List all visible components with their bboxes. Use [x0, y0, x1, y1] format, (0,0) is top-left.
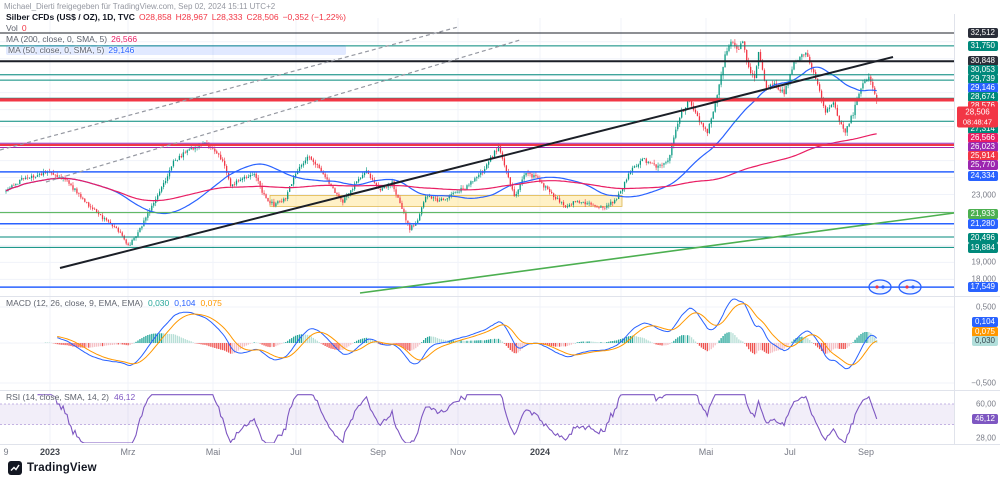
volume-label: Vol [6, 23, 18, 33]
macd-legend-row[interactable]: MACD (12, 26, close, 9, EMA, EMA) 0,030 … [6, 298, 222, 308]
price-label: 24,334 [967, 171, 998, 181]
symbol-legend-row[interactable]: Silber CFDs (US$ / OZ), 1D, TVC O28,858 … [6, 12, 346, 22]
trendline[interactable] [359, 212, 955, 294]
rsi-label: RSI (14, close, SMA, 14, 2) [6, 392, 109, 402]
price-label: 28,576 [967, 101, 998, 111]
macd-line-value: 0,104 [174, 298, 196, 308]
time-axis-label: Mrz [613, 447, 629, 457]
share-caption: Michael_Dierti freigegeben für TradingVi… [4, 2, 276, 11]
rsi-value-badge: 46,12 [971, 414, 998, 424]
candlestick-series[interactable] [5, 39, 878, 246]
ellipse-annotation[interactable] [868, 279, 892, 295]
rsi-tick-label: 28,00 [975, 433, 996, 443]
symbol-title: Silber CFDs (US$ / OZ), 1D, TVC [6, 12, 135, 22]
macd-value-badge: 0,104 [971, 317, 998, 327]
rsi-line [37, 394, 878, 443]
price-label: 21,933 [967, 209, 998, 219]
rsi-tick-label: 60,00 [975, 399, 996, 409]
price-label: 29,739 [967, 74, 998, 84]
time-axis-label: 9 [3, 447, 9, 457]
ma200-line[interactable] [5, 133, 877, 202]
macd-pane[interactable] [0, 298, 954, 384]
price-label: 30,848 [967, 56, 998, 66]
price-label: 26,023 [967, 142, 998, 152]
price-tick-label: 18,000 [971, 274, 996, 284]
price-label: 26,566 [967, 133, 998, 143]
trendline[interactable] [45, 39, 521, 183]
macd-signal-line [57, 303, 877, 366]
price-label: 19,884 [967, 243, 998, 253]
ellipse-annotation[interactable] [898, 279, 922, 295]
time-axis-label: Jul [290, 447, 302, 457]
bar-countdown: 08:48:47 [962, 117, 993, 127]
ohlc-close: C28,506 [246, 12, 279, 22]
price-label: 27,314 [967, 124, 998, 134]
time-axis-label: 2023 [39, 447, 61, 457]
time-axis[interactable]: 9 2023 Mrz Mai Jul Sep Nov 2024 Mrz Mai Jul Sep [0, 444, 955, 460]
macd-signal-value: 0,075 [200, 298, 222, 308]
rsi-value: 46,12 [113, 392, 136, 402]
chart-legend: Silber CFDs (US$ / OZ), 1D, TVC O28,858 … [6, 12, 346, 56]
price-label: 20,496 [967, 233, 998, 243]
macd-value-badge: 0,030 [971, 336, 998, 346]
trendline[interactable] [0, 26, 459, 151]
time-axis-label: Mrz [120, 447, 136, 457]
price-label: 30,053 [967, 65, 998, 75]
volume-value: 0 [21, 23, 27, 33]
price-scale[interactable]: 32,512 31,750 30,848 30,053 29,739 29,146 28,6… [955, 0, 1000, 460]
macd-value-badge: 0,075 [971, 327, 998, 337]
price-tick-label: 19,000 [971, 257, 996, 267]
macd-tick-label: 0,500 [975, 302, 996, 312]
time-axis-label: Sep [857, 447, 875, 457]
rsi-band [0, 404, 954, 425]
price-label: 25,914 [967, 151, 998, 161]
ohlc-open: O28,858 [138, 12, 172, 22]
tradingview-logo[interactable]: TradingView [8, 461, 97, 475]
ma200-value: 26,566 [111, 34, 138, 44]
price-label: 21,280 [967, 219, 998, 229]
volume-legend-row[interactable]: Vol 0 [6, 23, 346, 33]
macd-tick-label: −0,500 [971, 378, 996, 388]
ma200-label: MA (200, close, 0, SMA, 5) [6, 34, 108, 44]
ma50-value: 29,146 [108, 45, 135, 55]
trendline[interactable] [59, 56, 894, 269]
ma50-line[interactable] [5, 66, 877, 215]
rsi-pane[interactable] [0, 394, 954, 443]
price-label: 25,770 [967, 160, 998, 170]
tradingview-logo-text: TradingView [27, 462, 97, 474]
macd-label: MACD (12, 26, close, 9, EMA, EMA) [6, 298, 143, 308]
time-axis-label: Sep [369, 447, 387, 457]
ma200-legend-row[interactable]: MA (200, close, 0, SMA, 5) 26,566 [6, 34, 346, 44]
ohlc-low: L28,333 [211, 12, 243, 22]
rsi-legend-row[interactable]: RSI (14, close, SMA, 14, 2) 46,12 [6, 392, 135, 402]
ma50-legend-row[interactable]: MA (50, close, 0, SMA, 5) 29,146 [6, 45, 346, 55]
price-label: 28,674 [967, 92, 998, 102]
tradingview-logo-icon [8, 461, 22, 475]
macd-line [57, 298, 878, 370]
price-label: 17,549 [967, 282, 998, 292]
price-label: 32,512 [967, 28, 998, 38]
ma50-label: MA (50, close, 0, SMA, 5) [8, 45, 105, 55]
price-label: 29,146 [967, 83, 998, 93]
time-axis-label: Jul [784, 447, 796, 457]
macd-hist-value: 0,030 [147, 298, 170, 308]
time-axis-label: Mai [698, 447, 714, 457]
current-price-badge: 28,506 08:48:47 [957, 106, 998, 128]
time-axis-label: 2024 [529, 447, 551, 457]
price-label: 31,750 [967, 41, 998, 51]
ohlc-high: H28,967 [175, 12, 208, 22]
change-value: −0,352 (−1,22%) [282, 12, 346, 22]
time-axis-label: Nov [449, 447, 467, 457]
price-tick-label: 23,000 [971, 190, 996, 200]
time-axis-label: Mai [205, 447, 221, 457]
